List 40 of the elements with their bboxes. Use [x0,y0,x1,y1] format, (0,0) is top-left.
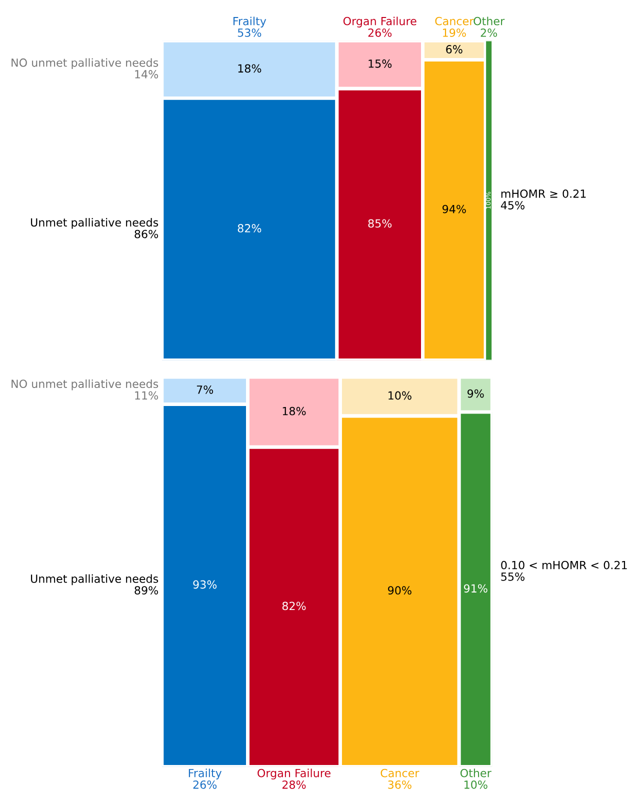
data-label: 18% [238,64,262,73]
data-label: 18% [282,406,306,416]
category-label: Frailty [233,16,266,28]
data-label: 10% [464,780,488,789]
data-label: 7% [196,385,214,394]
data-label: 26% [193,780,217,789]
category-label: Organ Failure [343,16,416,28]
text: 89% [134,586,158,595]
data-label: 91% [464,584,488,593]
category-label: Other [474,16,505,26]
data-label: 10% [388,391,412,400]
data-label: 6% [446,45,462,54]
data-label: 53% [238,28,262,37]
category-label: Cancer [435,16,474,26]
data-label: 36% [388,780,412,789]
category-label: Frailty [188,768,222,780]
category-label: Cancer [380,768,420,778]
category-label: Other [460,768,492,778]
data-label: 28% [282,780,306,789]
series-label: Unmet palliative needs [30,218,158,229]
data-label: 26% [368,28,392,37]
series-label: NO unmet palliative needs [12,379,158,390]
data-label: 2% [480,28,498,37]
text: 0.10 < mHOMR < 0.21 55% [501,560,627,581]
data-label: 19% [443,28,466,37]
data-label: 82% [282,602,306,610]
data-label: 93% [193,580,217,589]
text: 86% [134,230,158,238]
text: 11% [135,391,158,400]
data-label: 94% [442,204,466,214]
data-label: 85% [368,219,392,228]
text: mHOMR ≥ 0.21 45% [500,189,586,210]
data-label: 90% [388,586,412,595]
category-label: Organ Failure [258,768,330,780]
data-label: 9% [468,389,484,398]
data-label: 15% [368,59,392,68]
data-label: 82% [238,224,262,232]
series-label: Unmet palliative needs [30,574,158,586]
series-label: NO unmet palliative needs [12,58,158,69]
text: 14% [135,70,158,78]
